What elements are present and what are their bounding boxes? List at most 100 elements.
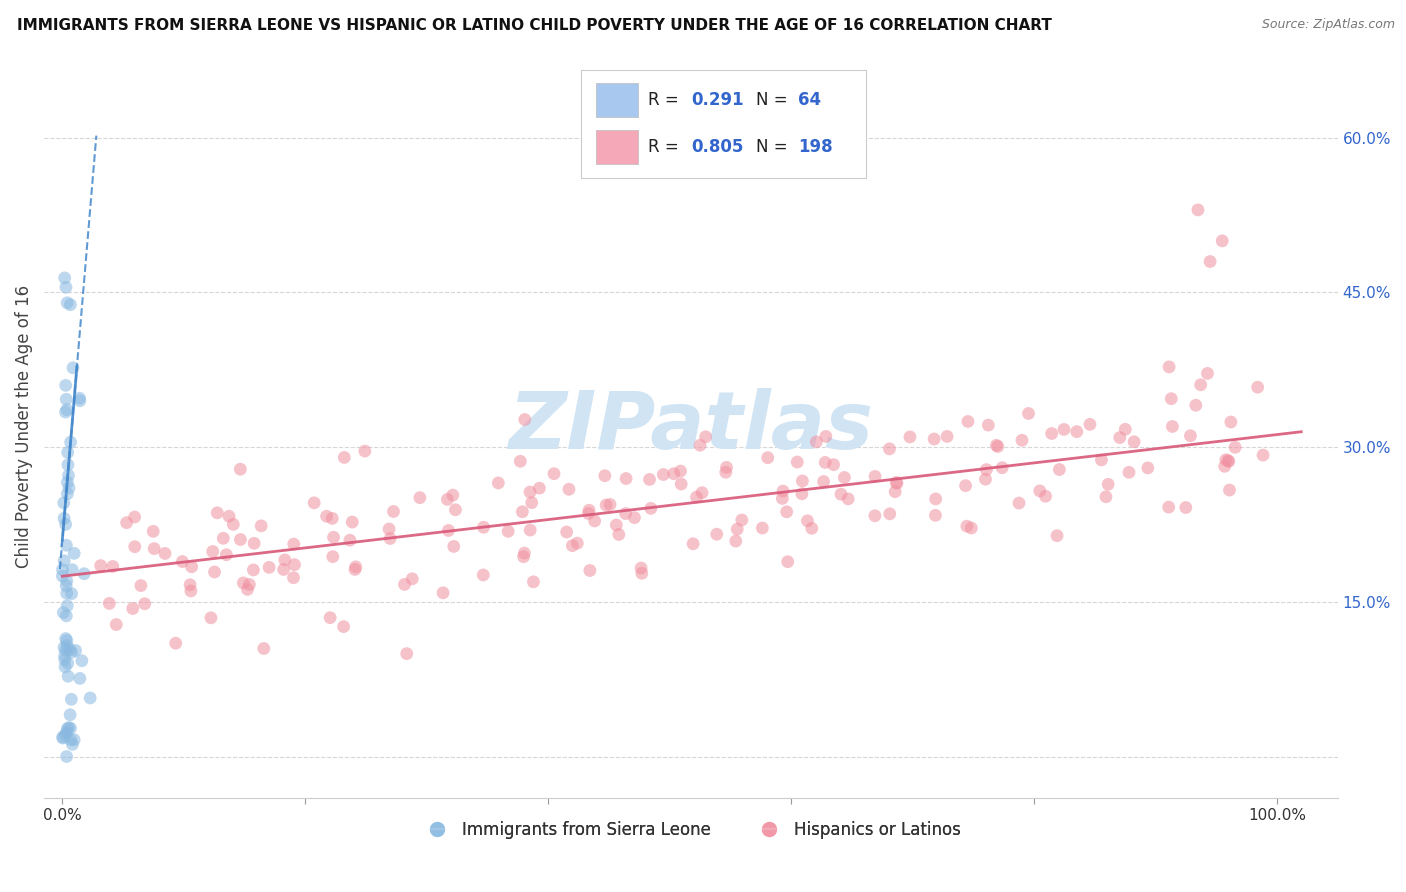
Point [956, 414, 979, 428]
Point [955, 478, 977, 492]
Point [60, 563, 83, 577]
Point [73, 566, 96, 581]
Point [56, 402, 79, 417]
Point [513, 546, 536, 560]
Point [977, 418, 1000, 433]
Point [52, 606, 75, 620]
Point [1035, 489, 1057, 503]
Point [695, 430, 717, 444]
Point [814, 429, 837, 443]
Point [53, 640, 76, 655]
Point [69, 391, 91, 405]
Point [63, 732, 86, 747]
Point [401, 572, 423, 586]
Point [56, 295, 79, 310]
Point [56, 458, 79, 472]
Point [432, 586, 454, 600]
Point [55, 392, 77, 407]
Point [567, 536, 589, 550]
Point [443, 540, 465, 554]
Point [59, 732, 82, 747]
Point [62, 737, 84, 751]
Point [79, 690, 101, 705]
Point [215, 548, 238, 562]
Point [59, 298, 82, 312]
Point [55, 280, 77, 294]
Point [134, 597, 156, 611]
Point [472, 520, 495, 534]
Text: N =: N = [755, 138, 793, 156]
Point [1011, 434, 1033, 448]
Point [614, 471, 637, 485]
Point [1018, 407, 1040, 421]
Point [879, 507, 901, 521]
Point [52, 731, 75, 745]
Point [770, 491, 793, 506]
Point [59, 721, 82, 735]
Point [974, 472, 997, 486]
Point [283, 558, 305, 572]
Point [436, 492, 458, 507]
Text: IMMIGRANTS FROM SIERRA LEONE VS HISPANIC OR LATINO CHILD POVERTY UNDER THE AGE O: IMMIGRANTS FROM SIERRA LEONE VS HISPANIC… [17, 18, 1052, 33]
Point [69, 672, 91, 686]
Point [204, 565, 226, 579]
Point [115, 516, 138, 530]
Point [1078, 417, 1101, 432]
Point [441, 488, 464, 502]
Point [605, 518, 627, 533]
Point [519, 485, 541, 500]
Point [172, 555, 194, 569]
Point [1114, 422, 1136, 436]
Point [640, 501, 662, 516]
Point [706, 527, 728, 541]
Point [1136, 461, 1159, 475]
Point [776, 505, 799, 519]
Point [56, 487, 79, 501]
Point [409, 491, 432, 505]
Point [232, 575, 254, 590]
Point [1047, 462, 1070, 476]
Point [716, 460, 738, 475]
Point [1211, 234, 1233, 248]
Point [343, 562, 366, 576]
Point [58, 468, 80, 483]
Point [1157, 500, 1180, 515]
Point [813, 475, 835, 489]
Text: Source: ZipAtlas.com: Source: ZipAtlas.com [1261, 18, 1395, 31]
Point [772, 484, 794, 499]
Point [58, 721, 80, 735]
Point [70, 654, 93, 668]
Point [991, 460, 1014, 475]
Point [55, 632, 77, 646]
Point [1095, 490, 1118, 504]
Point [142, 524, 165, 539]
Text: ZIPatlas: ZIPatlas [509, 388, 873, 466]
Point [520, 496, 543, 510]
Point [55, 378, 77, 392]
Point [669, 477, 692, 491]
Point [60, 645, 83, 659]
Point [236, 582, 259, 597]
Bar [596, 130, 638, 164]
Point [53, 660, 76, 674]
Point [1123, 434, 1146, 449]
Point [879, 442, 901, 456]
Point [1008, 496, 1031, 510]
Point [229, 462, 252, 476]
Point [179, 578, 201, 592]
Point [98, 596, 121, 610]
Point [1097, 477, 1119, 491]
Point [837, 491, 859, 506]
Point [1185, 398, 1208, 412]
Point [207, 506, 229, 520]
Point [1090, 453, 1112, 467]
Point [55, 608, 77, 623]
Point [607, 527, 630, 541]
Point [243, 536, 266, 550]
Point [342, 515, 364, 529]
Point [302, 496, 325, 510]
Point [987, 440, 1010, 454]
Point [486, 475, 509, 490]
Point [60, 692, 83, 706]
Point [319, 610, 342, 624]
